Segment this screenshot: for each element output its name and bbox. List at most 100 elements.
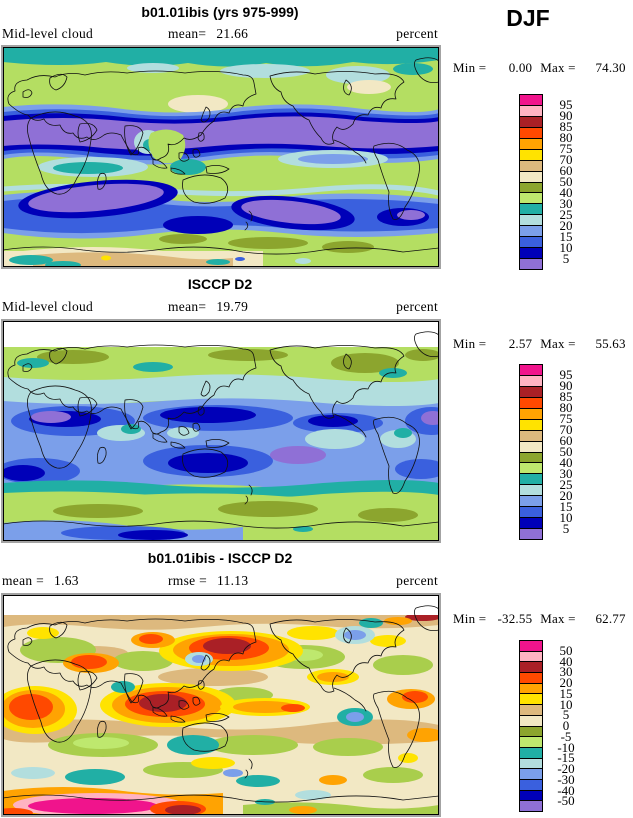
colorbar-tick-label: 70 xyxy=(559,152,573,167)
panel2-max-label: Max = xyxy=(540,336,576,351)
colorbar-cell xyxy=(520,661,542,673)
colorbar-cell xyxy=(520,137,542,149)
panel3-units-label: percent xyxy=(396,573,438,588)
colorbar-cell xyxy=(520,429,542,441)
colorbar-cell xyxy=(520,714,542,726)
panel1-stats-row: Mid-level cloud mean= 21.66 percent xyxy=(2,26,438,42)
panel3-min-value: -32.55 xyxy=(497,611,533,626)
colorbar-labels: 95 90 85 80 75 70 60 50 40 30 25 20 15 10 5 xyxy=(549,364,587,540)
colorbar-tick-label: 30 xyxy=(559,196,573,211)
colorbar-cell xyxy=(520,396,542,408)
colorbar-tick-label: 75 xyxy=(559,411,573,426)
panel3-map-svg xyxy=(3,595,439,815)
colorbar-cell xyxy=(520,462,542,474)
colorbar-cell xyxy=(520,181,542,193)
colorbar-cell xyxy=(520,418,542,430)
colorbar-cell xyxy=(520,473,542,485)
panel2-map-border xyxy=(3,321,439,541)
colorbar-cell xyxy=(520,104,542,116)
panel2-units-label: percent xyxy=(396,299,438,314)
colorbar-tick-label: 50 xyxy=(559,642,573,658)
colorbar-cell xyxy=(520,506,542,518)
colorbar-tick-label: 40 xyxy=(559,653,573,669)
panel1-mean-value: 21.66 xyxy=(216,26,249,41)
colorbar-tick-label: 40 xyxy=(559,455,573,470)
colorbar-cell xyxy=(520,800,542,811)
colorbar-tick-label: 90 xyxy=(559,378,573,393)
panel1-mean-label: mean= xyxy=(168,26,207,41)
panel1-max-label: Max = xyxy=(540,60,576,75)
colorbar-labels: 50 40 30 20 15 10 5 0 -5 -10 -15 -20 -30 -40 -50 xyxy=(549,640,587,812)
panel3-map-frame xyxy=(1,593,441,817)
panel3-colorbar: 50 40 30 20 15 10 5 0 -5 -10 -15 -20 -30 -40 -50 xyxy=(519,640,589,812)
colorbar-tick-label: -30 xyxy=(557,771,575,787)
colorbar-tick-label: 10 xyxy=(559,240,573,255)
colorbar-tick-label: 80 xyxy=(559,130,573,145)
colorbar-cell xyxy=(520,407,542,419)
colorbar-tick-label: 95 xyxy=(559,367,573,382)
colorbar-tick-label: 90 xyxy=(559,108,573,123)
panel1-min-value: 0.00 xyxy=(508,60,533,75)
colorbar-tick-label: 0 xyxy=(562,718,570,733)
colorbar-tick-label: 50 xyxy=(559,174,573,189)
season-label: DJF xyxy=(506,5,550,31)
colorbar-tick-label: 60 xyxy=(559,433,573,448)
panel2-max-value: 55.63 xyxy=(595,336,626,351)
panel1-max-value: 74.30 xyxy=(595,60,626,75)
colorbar-tick-label: 20 xyxy=(559,488,573,503)
colorbar-cell xyxy=(520,258,542,269)
colorbar-cell xyxy=(520,214,542,226)
colorbar-tick-label: 85 xyxy=(559,119,573,134)
colorbar-cell xyxy=(520,650,542,662)
colorbar-tick-label: 10 xyxy=(559,696,573,712)
colorbar-tick-label: 30 xyxy=(559,664,573,680)
colorbar-cell xyxy=(520,757,542,769)
colorbar-cell xyxy=(520,236,542,248)
colorbar-tick-label: 15 xyxy=(559,229,573,244)
colorbar-tick-label: 40 xyxy=(559,185,573,200)
colorbar-tick-label: 50 xyxy=(559,444,573,459)
panel2-stats-row: Mid-level cloud mean= 19.79 percent xyxy=(2,299,438,315)
panel1-variable-label: Mid-level cloud xyxy=(2,26,94,41)
colorbar-tick-label: 15 xyxy=(559,685,573,701)
colorbar-tick-label: -40 xyxy=(557,782,575,798)
panel3-map-border xyxy=(3,595,439,815)
colorbar-cell xyxy=(520,159,542,171)
colorbar-swatches xyxy=(519,94,543,270)
colorbar-cell xyxy=(520,440,542,452)
panel1-cloud-field xyxy=(3,47,439,267)
panel3-min-label: Min = xyxy=(453,611,487,626)
panel2-min-label: Min = xyxy=(453,336,487,351)
colorbar-cell xyxy=(520,126,542,138)
colorbar-tick-label: -20 xyxy=(557,761,575,776)
colorbar-tick-label: 20 xyxy=(559,218,573,233)
colorbar-tick-label: 80 xyxy=(559,400,573,415)
colorbar-cell xyxy=(520,247,542,259)
panel3-rmse-label: rmse = xyxy=(168,573,208,588)
colorbar-tick-label: 10 xyxy=(559,510,573,525)
panel2-variable-label: Mid-level cloud xyxy=(2,299,94,314)
panel3-mean: mean = 1.63 xyxy=(2,573,79,589)
colorbar-tick-label: 60 xyxy=(559,163,573,178)
panel3-rmse: rmse = 11.13 xyxy=(168,573,248,589)
colorbar-cell xyxy=(520,672,542,683)
colorbar-tick-label: 30 xyxy=(559,466,573,481)
colorbar-tick-label: 5 xyxy=(562,707,570,723)
colorbar-tick-label: -15 xyxy=(557,750,575,766)
panel3-max-value: 62.77 xyxy=(595,611,626,626)
colorbar-tick-label: 75 xyxy=(559,141,573,156)
panel2-min-value: 2.57 xyxy=(508,336,533,351)
panel2-mean-value: 19.79 xyxy=(216,299,249,314)
colorbar-tick-label: 85 xyxy=(559,389,573,404)
colorbar-cell xyxy=(520,115,542,127)
panel1-units-label: percent xyxy=(396,26,438,41)
colorbar-cell xyxy=(520,170,542,182)
panel2-map-frame xyxy=(1,319,441,543)
colorbar-cell xyxy=(520,641,542,651)
colorbar-cell xyxy=(520,203,542,215)
panel2-colorbar: 95 90 85 80 75 70 60 50 40 30 25 20 15 10 5 xyxy=(519,364,589,540)
colorbar-tick-label: 5 xyxy=(562,521,570,536)
colorbar-cell xyxy=(520,528,542,539)
panel2-minmax: Min = 2.57 Max = 55.63 xyxy=(453,336,631,352)
colorbar-tick-label: 70 xyxy=(559,422,573,437)
